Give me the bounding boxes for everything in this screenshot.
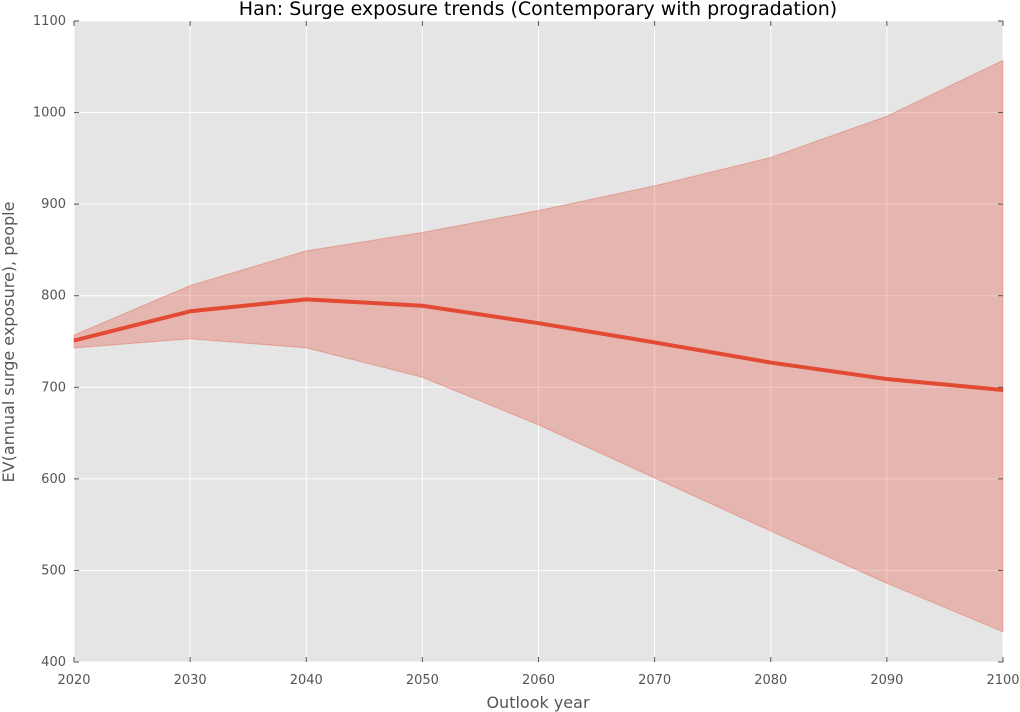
- x-tick-label: 2030: [174, 673, 207, 688]
- y-tick-label: 900: [41, 197, 66, 212]
- y-tick-label: 400: [41, 655, 66, 670]
- x-tick-label: 2020: [57, 673, 90, 688]
- x-tick-label: 2090: [870, 673, 903, 688]
- confidence-band: [73, 59, 1004, 633]
- y-tick-label: 600: [41, 472, 66, 487]
- confidence-bands: [73, 59, 1004, 633]
- y-axis-label: EV(annual surge exposure), people: [0, 202, 18, 483]
- x-tick-label: 2040: [290, 673, 323, 688]
- x-tick-label: 2050: [406, 673, 439, 688]
- x-tick-label: 2070: [638, 673, 671, 688]
- y-tick-label: 700: [41, 380, 66, 395]
- x-tick-labels: 2020 2030 2040 2050 2060 2070 2080 2090 2100: [57, 673, 1019, 688]
- series-line: [73, 297, 1004, 393]
- y-tick-label: 800: [41, 289, 66, 304]
- series-lines: [73, 297, 1004, 393]
- chart-title: Han: Surge exposure trends (Contemporary…: [239, 0, 837, 20]
- x-axis-label: Outlook year: [486, 693, 590, 712]
- y-tick-label: 1000: [33, 106, 66, 121]
- y-tick-labels: 400 500 600 700 800 900 1000 1100: [33, 14, 66, 670]
- y-tick-label: 1100: [33, 14, 66, 29]
- x-tick-label: 2100: [986, 673, 1019, 688]
- x-tick-label: 2080: [754, 673, 787, 688]
- axis-ticks: [73, 20, 1004, 663]
- x-tick-label: 2060: [522, 673, 555, 688]
- y-tick-label: 500: [41, 563, 66, 578]
